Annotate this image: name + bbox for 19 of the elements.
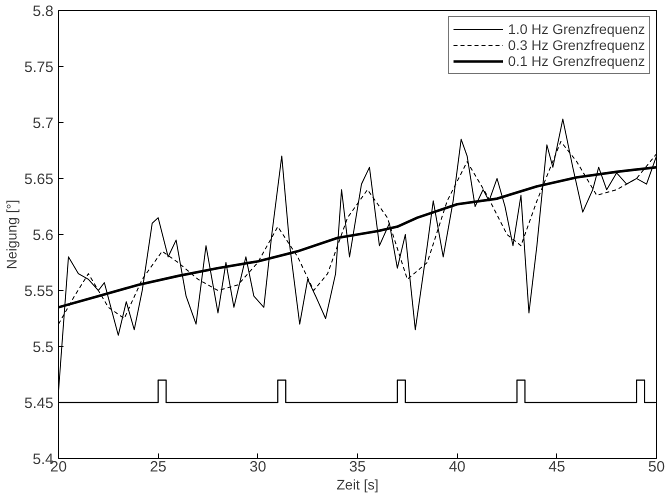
legend-label: 1.0 Hz Grenzfrequenz [508,21,645,37]
x-tick-label: 30 [249,458,266,476]
legend-label: 0.3 Hz Grenzfrequenz [508,37,645,53]
y-tick-label: 5.5 [32,339,54,356]
legend-label: 0.1 Hz Grenzfrequenz [508,53,645,69]
y-axis-title: Neigung [°] [3,200,20,270]
y-tick-label: 5.7 [32,115,54,132]
x-tick-label: 35 [349,458,366,476]
y-tick-label: 5.8 [32,3,54,20]
x-tick-label: 50 [648,458,665,476]
y-tick-label: 5.75 [24,59,54,76]
y-tick-label: 5.6 [32,227,54,244]
x-tick-label: 25 [150,458,167,476]
x-tick-label: 45 [548,458,566,476]
x-axis-title: Zeit [s] [336,476,379,492]
y-tick-label: 5.45 [24,395,54,412]
y-tick-label: 5.65 [24,171,54,188]
y-tick-label: 5.55 [24,283,54,300]
x-tick-label: 40 [448,458,466,476]
